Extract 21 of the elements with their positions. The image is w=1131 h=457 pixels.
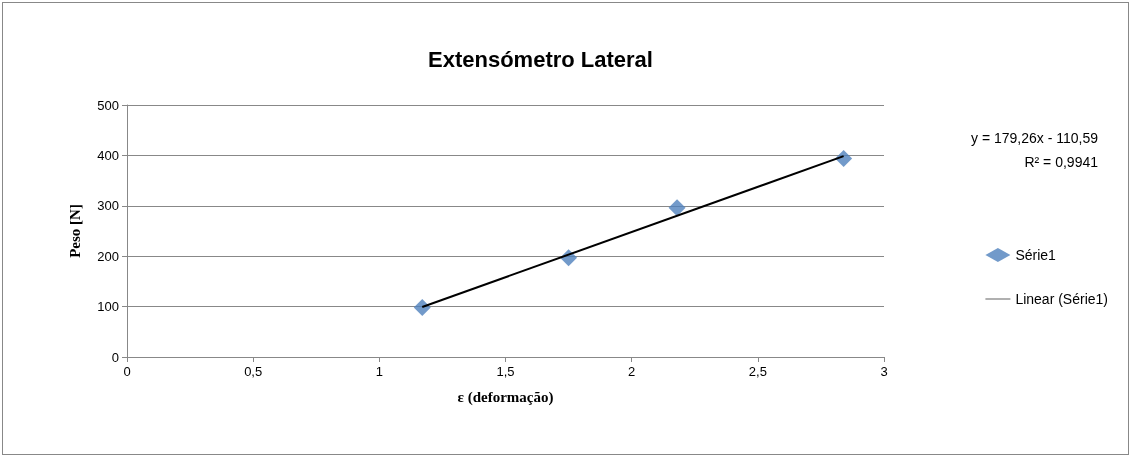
y-tick-label: 300 (97, 198, 119, 214)
text: y = 179,26x - 110,59 (971, 130, 1099, 146)
y-tick-label: 200 (97, 248, 119, 264)
x-axis-title: ε (deformação) (457, 388, 554, 406)
x-tick-label: 2 (628, 364, 636, 379)
y-axis-title: Peso [N] (66, 204, 83, 258)
x-tick-label: 0,5 (244, 364, 263, 379)
x-tick-label: 0 (123, 364, 131, 379)
x-tick-label: 1,5 (496, 364, 515, 379)
y-tick-label: 500 (97, 97, 119, 113)
y-tick-label: 0 (111, 349, 119, 365)
legend-label: Série1 (1015, 247, 1057, 263)
point (668, 199, 686, 217)
chart-title: Extensómetro Lateral (428, 46, 653, 72)
x-tick-label: 1 (375, 364, 383, 379)
y-tick-label: 100 (97, 299, 119, 315)
legend-label: Linear (Série1) (1015, 291, 1109, 307)
x-tick-label: 3 (880, 364, 888, 379)
x-tick-label: 2,5 (748, 364, 767, 379)
y-tick-label: 400 (97, 147, 119, 163)
text: R² = 0,9941 (1024, 154, 1099, 170)
